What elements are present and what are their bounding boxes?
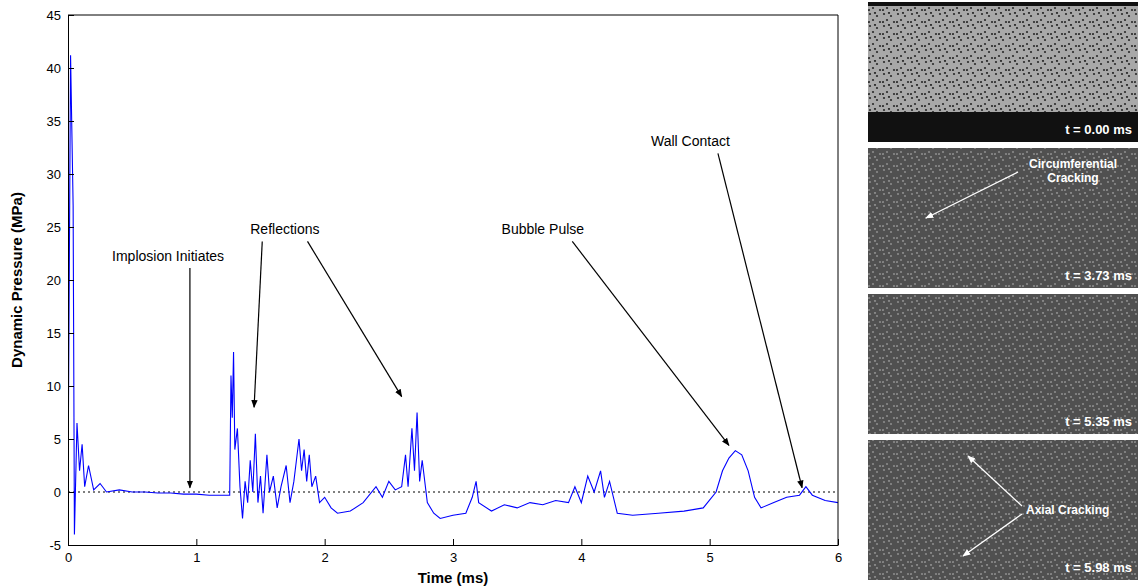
figure: 0123456-5051015202530354045Time (ms)Dyna… [0, 0, 1140, 588]
y-tick-mark [68, 174, 74, 175]
data-line [68, 55, 838, 534]
photo-arrow [968, 456, 1022, 506]
y-tick-label: 45 [47, 8, 61, 23]
x-tick-mark [196, 539, 197, 545]
x-tick: 3 [450, 539, 457, 565]
reference-line [68, 491, 838, 492]
annotation-text: Implosion Initiates [112, 248, 224, 264]
photo-annotation-line: Cracking [1047, 171, 1098, 185]
photo-background [868, 294, 1138, 434]
x-tick-label: 4 [578, 550, 585, 565]
photo-time-label: t = 5.35 ms [1065, 414, 1132, 429]
photo-background [868, 2, 1138, 142]
x-tick: 4 [578, 539, 585, 565]
photo-background [868, 148, 1138, 288]
photo-annotation-line: Circumferential [1029, 157, 1117, 171]
x-axis-line [69, 545, 839, 546]
photo-annotation: Axial Cracking [1026, 503, 1109, 517]
y-tick-label: 20 [47, 273, 61, 288]
y-tick-label: 10 [47, 379, 61, 394]
photo-tube [868, 6, 1138, 112]
annotation-arrow [572, 241, 729, 445]
y-tick-label: 0 [54, 485, 61, 500]
y-tick-mark [68, 333, 74, 334]
x-tick: 2 [322, 539, 329, 565]
y-tick-mark [68, 386, 74, 387]
photo-panel: t = 5.98 ms Axial Cracking [868, 440, 1138, 580]
y-tick-mark [68, 280, 74, 281]
annotation-arrow [308, 241, 402, 396]
plot-background [68, 15, 838, 545]
y-tick-mark [68, 545, 74, 546]
y-tick: 0 [54, 485, 74, 500]
annotation-arrow [254, 241, 262, 407]
x-tick-mark [581, 539, 582, 545]
y-tick: 15 [47, 326, 74, 341]
x-tick-label: 5 [707, 550, 714, 565]
y-tick-label: -5 [49, 538, 61, 553]
y-tick-mark [68, 68, 74, 69]
x-axis: 0 1 2 3 4 5 6 [65, 539, 842, 565]
annotation-text: Bubble Pulse [502, 221, 585, 237]
photo-panel: t = 5.35 ms [868, 294, 1138, 434]
y-tick-mark [68, 439, 74, 440]
photo-time-label: t = 0.00 ms [1065, 122, 1132, 137]
y-axis: -5 0 5 10 15 20 25 30 35 40 45 [47, 8, 74, 553]
y-tick: 30 [47, 167, 74, 182]
photo-time-label: t = 5.98 ms [1065, 560, 1132, 575]
y-tick-mark [68, 227, 74, 228]
x-axis-title: Time (ms) [418, 569, 489, 586]
y-axis-title: Dynamic Pressure (MPa) [8, 192, 25, 368]
photo-time-label: t = 3.73 ms [1065, 268, 1132, 283]
x-tick-label: 3 [450, 550, 457, 565]
y-tick: 40 [47, 61, 74, 76]
photo-arrow [926, 172, 1018, 218]
y-tick-label: 15 [47, 326, 61, 341]
x-tick-label: 6 [835, 550, 842, 565]
x-tick: 1 [193, 539, 200, 565]
photo-tube [868, 440, 1138, 580]
annotation-arrow [718, 153, 802, 487]
y-tick-mark [68, 121, 74, 122]
frame-top [68, 15, 838, 16]
x-tick-label: 2 [322, 550, 329, 565]
frame-right [838, 15, 839, 545]
y-tick-label: 40 [47, 61, 61, 76]
annotation-text: Reflections [250, 221, 319, 237]
annotation-arrow [189, 268, 190, 488]
y-tick: 5 [54, 432, 74, 447]
y-tick: 10 [47, 379, 74, 394]
y-tick-label: 35 [47, 114, 61, 129]
y-tick-label: 25 [47, 220, 61, 235]
photo-panel: t = 3.73 ms CircumferentialCracking [868, 148, 1138, 288]
plot-area [68, 55, 838, 534]
photo-background [868, 440, 1138, 580]
annotation-text: Wall Contact [651, 133, 730, 149]
x-tick-mark [710, 539, 711, 545]
photo-tube [868, 148, 1138, 288]
y-tick-label: 30 [47, 167, 61, 182]
photo-panel: t = 0.00 ms [868, 2, 1138, 142]
photo-tube [868, 294, 1138, 434]
photo-arrow [963, 514, 1022, 556]
x-tick-label: 0 [65, 550, 72, 565]
x-tick: 5 [707, 539, 714, 565]
y-tick-label: 5 [54, 432, 61, 447]
y-tick: -5 [49, 538, 74, 553]
photo-annotation: CircumferentialCracking [1029, 157, 1117, 185]
x-tick-mark [325, 539, 326, 545]
x-tick-label: 1 [193, 550, 200, 565]
y-tick: 35 [47, 114, 74, 129]
x-tick-mark [453, 539, 454, 545]
y-tick: 20 [47, 273, 74, 288]
y-tick-mark [68, 492, 74, 493]
y-tick: 25 [47, 220, 74, 235]
